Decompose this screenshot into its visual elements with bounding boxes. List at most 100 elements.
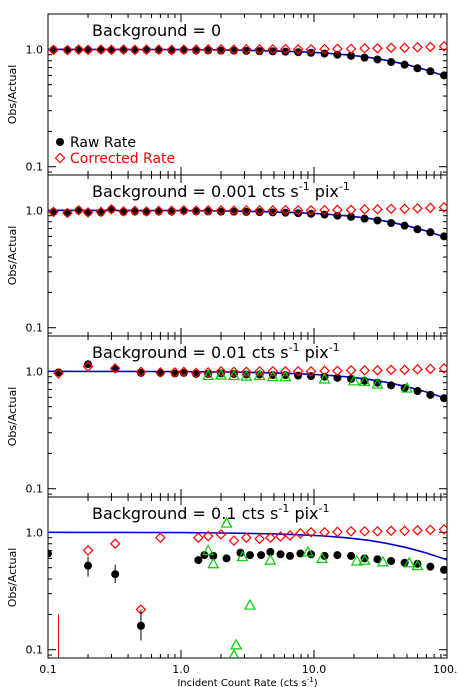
- panel-title-text: Background = 0.001 cts s: [92, 182, 299, 201]
- raw-rate-point: [294, 48, 303, 57]
- triangle-point: [220, 516, 233, 528]
- corrected-rate-point: [215, 43, 227, 55]
- raw-rate-point: [333, 551, 342, 560]
- corrected-rate-point: [192, 532, 204, 544]
- corrected-rate-point: [109, 363, 121, 374]
- corrected-rate-point: [129, 44, 141, 56]
- triangle-point: [230, 638, 243, 650]
- corrected-rate-point: [53, 368, 64, 379]
- corrected-rate-point: [319, 526, 330, 538]
- corrected-rate-point: [359, 42, 370, 54]
- raw-rate-point: [63, 208, 72, 217]
- panel-title-text: pix: [310, 182, 339, 201]
- corrected-rate-point: [292, 204, 304, 216]
- panel-plot-area: [48, 202, 447, 241]
- triangle-point: [202, 544, 215, 556]
- raw-rate-point: [373, 55, 382, 64]
- triangle-point: [227, 369, 240, 381]
- raw-rate-point: [440, 565, 447, 574]
- raw-rate-point: [294, 209, 303, 218]
- raw-rate-point: [307, 48, 316, 57]
- corrected-rate-point: [399, 525, 410, 537]
- corrected-rate-point: [267, 365, 279, 377]
- raw-rate-point: [426, 390, 435, 399]
- corrected-rate-point: [438, 524, 447, 535]
- panel-title-text: Background = 0.01 cts s: [92, 343, 289, 362]
- corrected-rate-point: [385, 42, 397, 54]
- x-axis-label-text: Incident Count Rate (cts s: [177, 678, 306, 687]
- corrected-rate-point: [332, 204, 343, 216]
- triangle-point: [266, 370, 279, 382]
- corrected-rate-point: [372, 364, 383, 376]
- corrected-rate-point: [319, 43, 330, 55]
- raw-rate-point: [373, 555, 382, 564]
- corrected-rate-point: [228, 535, 240, 546]
- x-axis-label-end: ): [314, 678, 318, 687]
- corrected-rate-point: [438, 41, 447, 52]
- y-tick-label: 1.0: [26, 204, 44, 217]
- raw-rate-point: [296, 549, 305, 558]
- corrected-rate-point: [385, 203, 397, 215]
- raw-rate-point: [373, 216, 382, 225]
- triangle-point: [215, 368, 228, 380]
- panel-plot-area: [48, 516, 447, 658]
- triangle-point: [243, 598, 256, 610]
- raw-rate-point: [333, 211, 342, 220]
- raw-rate-point: [413, 64, 422, 73]
- raw-rate-point: [360, 53, 369, 62]
- raw-rate-point: [426, 67, 435, 76]
- model-curve: [48, 531, 447, 561]
- corrected-rate-point: [202, 367, 214, 378]
- raw-rate-point: [74, 206, 83, 215]
- corrected-rate-point: [345, 364, 357, 376]
- x-tick-label: 0.1: [39, 663, 57, 676]
- corrected-rate-point: [95, 44, 107, 55]
- legend-label: Raw Rate: [70, 135, 136, 151]
- corrected-rate-point: [215, 204, 227, 216]
- triangle-point: [279, 370, 292, 382]
- triangle-point: [348, 374, 361, 386]
- corrected-rate-point: [228, 366, 240, 378]
- corrected-rate-point: [425, 524, 436, 536]
- x-tick-label: 10.0: [302, 663, 327, 676]
- corrected-rate-point: [48, 44, 59, 56]
- corrected-rate-point: [399, 364, 410, 376]
- corrected-rate-point: [425, 363, 436, 375]
- corrected-rate-point: [166, 44, 177, 56]
- corrected-rate-point: [241, 532, 252, 544]
- triangle-point: [358, 553, 371, 565]
- corrected-rate-point: [155, 367, 166, 378]
- y-tick-label: 1.0: [26, 365, 44, 378]
- raw-rate-point: [84, 45, 93, 54]
- raw-rate-point: [257, 551, 266, 560]
- triangle-point: [207, 557, 220, 569]
- corrected-rate-point: [345, 525, 357, 537]
- raw-rate-point: [194, 556, 203, 565]
- panel-2: 0.1 1.0 Obs/Actual Background = 0.001 cts s…: [6, 174, 448, 337]
- corrected-rate-point: [305, 526, 317, 538]
- x-tick-label: 100.0: [433, 663, 458, 676]
- raw-rate-point: [204, 369, 213, 378]
- corrected-rate-point: [95, 206, 107, 218]
- raw-rate-point: [266, 547, 275, 556]
- corrected-rate-point: [332, 43, 343, 55]
- raw-rate-point: [400, 221, 409, 230]
- raw-rate-point: [307, 209, 316, 218]
- corrected-rate-point: [254, 43, 265, 55]
- triangle-point: [253, 369, 266, 381]
- panel-title-superscript: -1: [299, 180, 310, 193]
- triangle-point: [358, 375, 371, 387]
- corrected-rate-point: [190, 205, 202, 216]
- raw-rate-point: [242, 370, 251, 379]
- raw-rate-point: [333, 50, 342, 59]
- corrected-rate-point: [129, 205, 141, 217]
- raw-rate-point: [426, 562, 435, 571]
- corrected-rate-point: [292, 365, 304, 377]
- y-axis-label: Obs/Actual: [6, 387, 19, 447]
- legend-marker-raw: [56, 138, 64, 146]
- corrected-rate-point: [202, 530, 214, 542]
- corrected-rate-point: [118, 44, 129, 55]
- raw-rate-point: [107, 205, 116, 214]
